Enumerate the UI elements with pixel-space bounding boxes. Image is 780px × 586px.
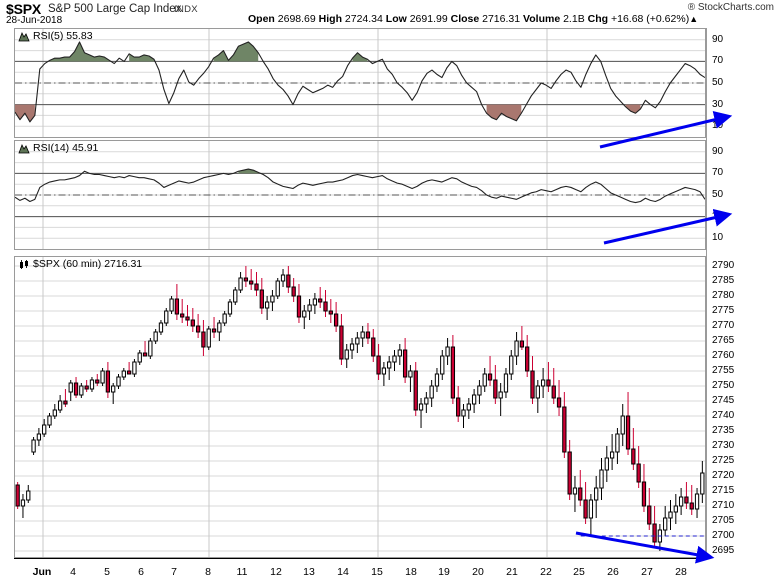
price-y-tick-label: 2705 <box>712 515 735 526</box>
x-tick-label: 20 <box>472 566 484 578</box>
price-y-tick-label: 2725 <box>712 455 735 466</box>
price-y-tick-label: 2760 <box>712 350 735 361</box>
price-y-tick-label: 2695 <box>712 545 735 556</box>
x-tick-label: 26 <box>607 566 619 578</box>
price-y-tick-label: 2745 <box>712 395 735 406</box>
x-tick-label: 12 <box>270 566 282 578</box>
rsi5-y-tick-label: 70 <box>712 55 724 67</box>
price-y-tick-label: 2720 <box>712 470 735 481</box>
chart-date: 28-Jun-2018 <box>6 15 63 26</box>
price-y-tick-label: 2770 <box>712 320 735 331</box>
rsi14-plot <box>15 141 705 249</box>
x-tick-label: 11 <box>236 566 248 578</box>
price-y-tick-label: 2790 <box>712 260 735 271</box>
rsi5-y-tick-label: 50 <box>712 77 724 88</box>
x-tick-label: 13 <box>303 566 315 578</box>
ohlc-quote-bar: Open 2698.69 High 2724.34 Low 2691.99 Cl… <box>248 13 698 25</box>
stockcharts-credit: ® StockCharts.com <box>687 2 774 13</box>
rsi14-y-tick-label: 90 <box>712 145 724 157</box>
x-tick-label: 15 <box>371 566 383 578</box>
rsi5-title: RSI(5) 55.83 <box>33 30 93 42</box>
x-tick-label: 4 <box>70 566 76 578</box>
open-value: 2698.69 <box>277 13 316 25</box>
y-axis-line <box>706 28 707 558</box>
x-tick-label: 7 <box>171 566 177 578</box>
rsi14-title: RSI(14) 45.91 <box>33 142 99 154</box>
x-tick-label: 21 <box>506 566 518 578</box>
price-y-tick-label: 2780 <box>712 290 735 301</box>
x-axis-line <box>14 558 706 559</box>
rsi5-y-tick-label: 90 <box>712 33 724 45</box>
symbol-exchange: INDX <box>174 4 198 15</box>
price-y-tick-label: 2735 <box>712 425 735 436</box>
mountain-icon <box>18 32 30 42</box>
price-title: $SPX (60 min) 2716.31 <box>33 258 143 270</box>
price-y-tick-label: 2775 <box>712 305 735 316</box>
high-label: High <box>318 13 342 25</box>
price-plot <box>15 257 705 557</box>
price-panel: $SPX (60 min) 2716.31 <box>14 256 706 558</box>
candlestick-icon <box>20 260 28 269</box>
rsi14-y-tick-label: 70 <box>712 167 724 179</box>
x-tick-label: Jun <box>32 566 52 578</box>
rsi14-panel: RSI(14) 45.91 <box>14 140 706 250</box>
price-y-tick-label: 2740 <box>712 410 735 421</box>
x-tick-label: 19 <box>438 566 450 578</box>
rsi5-panel: RSI(5) 55.83 <box>14 28 706 138</box>
price-y-tick-label: 2710 <box>712 500 735 511</box>
rsi5-plot <box>15 29 705 137</box>
close-label: Close <box>450 13 480 25</box>
low-label: Low <box>385 13 407 25</box>
rsi14-y-tick-label: 10 <box>712 232 724 244</box>
price-y-tick-label: 2755 <box>712 365 735 376</box>
x-tick-label: 22 <box>540 566 552 578</box>
chart-header: $SPX S&P 500 Large Cap Index INDX 28-Jun… <box>0 0 780 26</box>
x-tick-label: 28 <box>675 566 687 578</box>
rsi5-y-tick-label: 10 <box>712 120 724 132</box>
price-y-tick-label: 2730 <box>712 440 735 451</box>
chg-value: +16.68 (+0.62%) <box>610 13 690 25</box>
high-value: 2724.34 <box>344 13 383 25</box>
price-y-tick-label: 2715 <box>712 485 735 496</box>
mountain-icon <box>18 144 30 154</box>
open-label: Open <box>248 13 275 25</box>
rsi14-y-tick-label: 30 <box>712 210 724 222</box>
chg-label: Chg <box>587 13 609 25</box>
x-tick-label: 18 <box>405 566 417 578</box>
price-y-tick-label: 2750 <box>712 380 735 391</box>
rsi5-y-tick-label: 30 <box>712 98 724 110</box>
low-value: 2691.99 <box>409 13 448 25</box>
volume-value: 2.1B <box>563 13 585 25</box>
x-tick-label: 6 <box>138 566 144 578</box>
x-tick-label: 27 <box>641 566 653 578</box>
rsi14-y-tick-label: 50 <box>712 189 724 200</box>
x-tick-label: 14 <box>337 566 349 578</box>
x-tick-label: 8 <box>205 566 211 578</box>
volume-label: Volume <box>523 13 561 25</box>
price-y-tick-label: 2765 <box>712 335 735 346</box>
symbol-ticker: $SPX <box>6 1 41 17</box>
up-arrow-icon: ▲ <box>689 14 699 24</box>
symbol-name: S&P 500 Large Cap Index <box>48 3 182 15</box>
price-y-tick-label: 2700 <box>712 530 735 541</box>
price-y-tick-label: 2785 <box>712 275 735 286</box>
close-value: 2716.31 <box>482 13 521 25</box>
x-tick-label: 25 <box>573 566 585 578</box>
x-tick-label: 5 <box>104 566 110 578</box>
